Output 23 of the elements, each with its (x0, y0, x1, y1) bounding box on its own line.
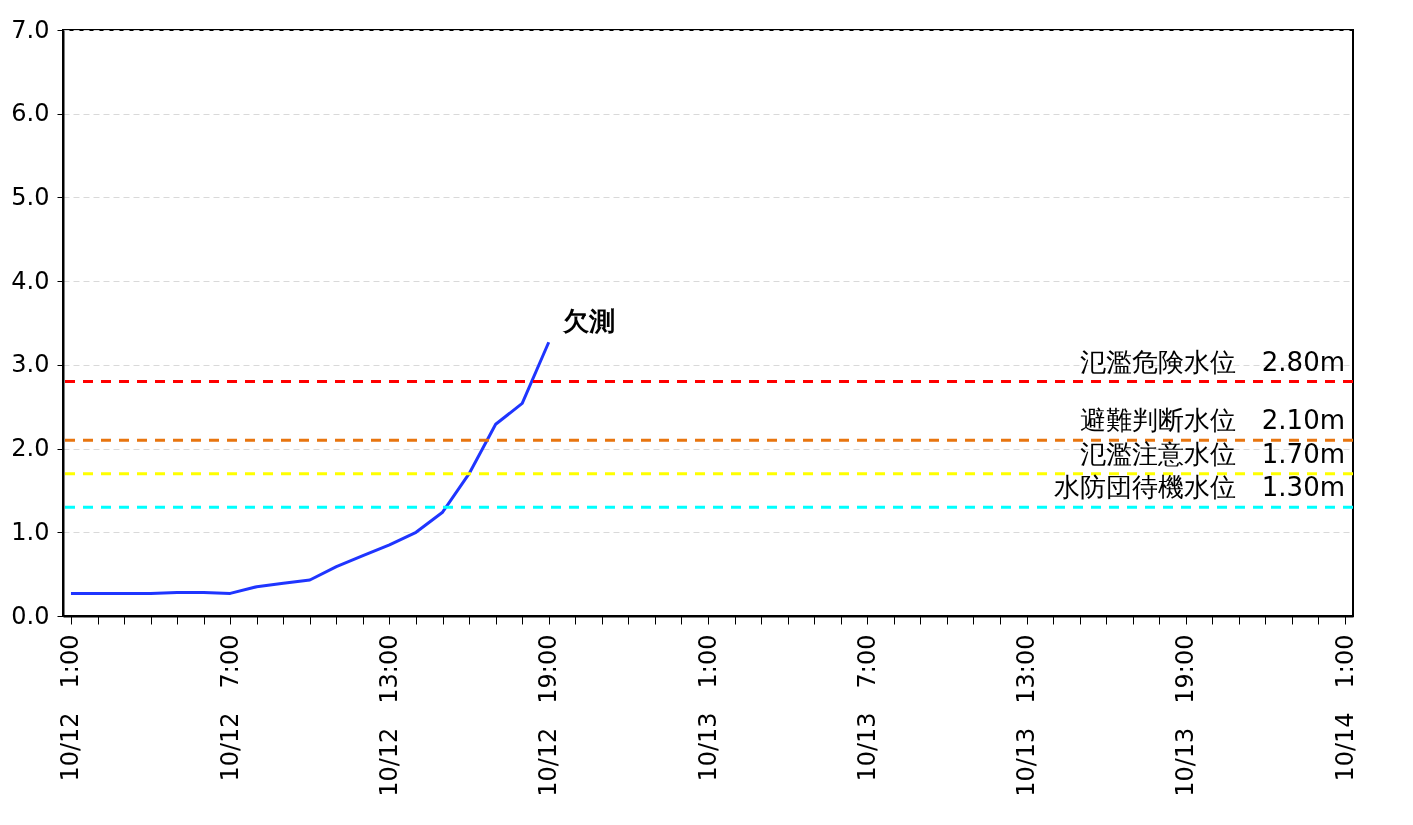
line-series (69, 340, 551, 595)
x-tick-label: 10/14 1:00 (1330, 634, 1359, 782)
y-tick-label: 3.0 (11, 350, 50, 379)
ref-line-label: 避難判断水位 2.10m (1079, 405, 1346, 436)
y-tick-label: 6.0 (11, 99, 50, 128)
x-tick-label: 10/12 19:00 (534, 634, 563, 797)
x-tick-label: 10/12 13:00 (374, 634, 403, 797)
ref-line-label: 水防団待機水位 1.30m (1053, 472, 1346, 503)
y-tick-label: 5.0 (11, 182, 50, 211)
ref-line-label: 氾濫注意水位 1.70m (1079, 438, 1346, 469)
x-tick-label: 10/13 1:00 (693, 634, 722, 782)
annotation: 欠測 (561, 306, 615, 337)
x-tick-label: 10/13 19:00 (1171, 634, 1200, 797)
x-tick-label: 10/13 13:00 (1012, 634, 1041, 797)
y-tick-label: 0.0 (11, 601, 50, 630)
y-tick-label: 2.0 (11, 434, 50, 463)
ref-line-label: 氾濫危険水位 2.80m (1079, 346, 1346, 377)
x-tick-label: 10/13 7:00 (852, 634, 881, 782)
x-tick-label: 10/12 1:00 (56, 634, 85, 782)
y-tick-label: 4.0 (11, 266, 50, 295)
y-tick-label: 1.0 (11, 517, 50, 546)
y-tick-label: 7.0 (11, 15, 50, 44)
x-tick-label: 10/12 7:00 (215, 634, 244, 782)
